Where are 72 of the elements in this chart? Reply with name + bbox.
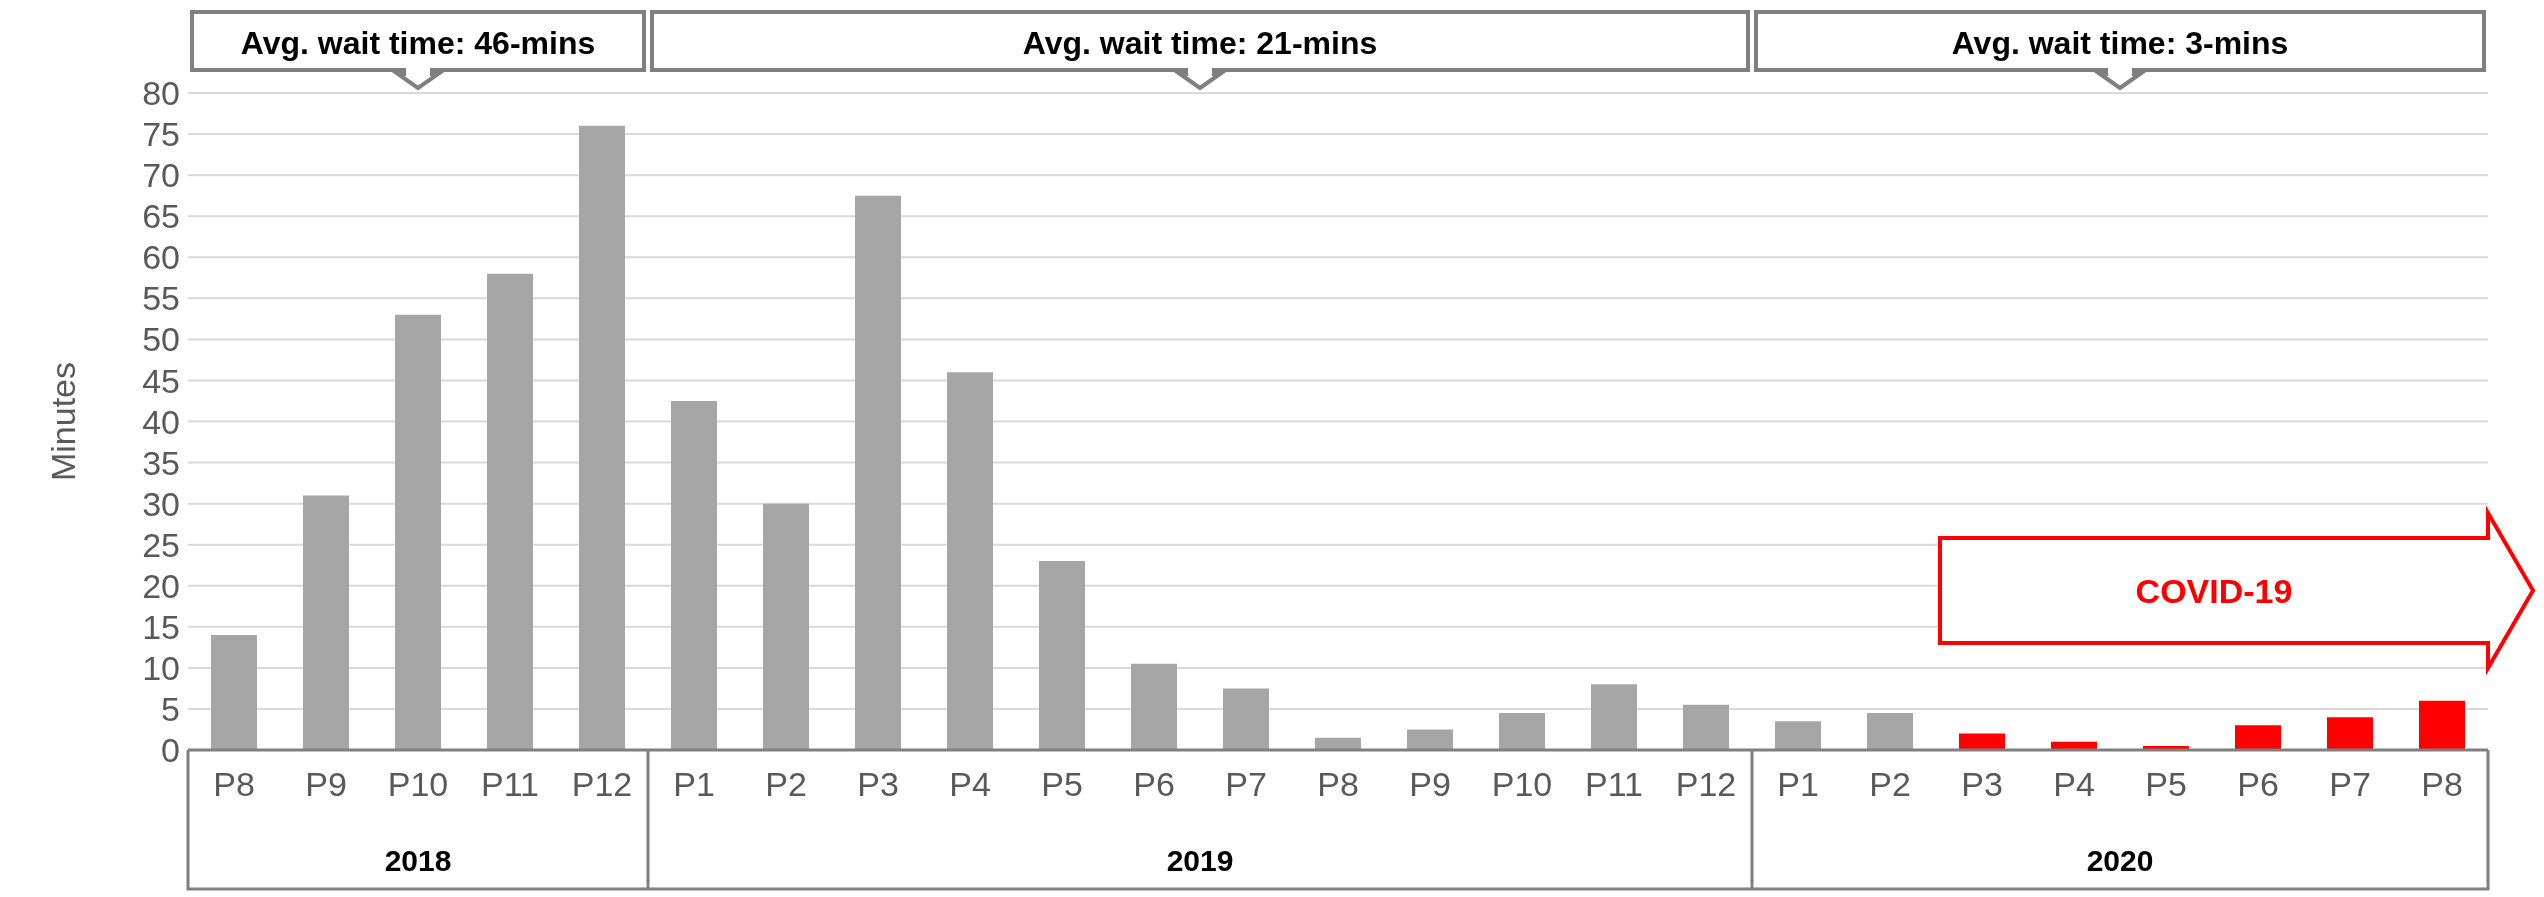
bar <box>1683 704 1729 750</box>
y-tick-label: 75 <box>142 115 180 154</box>
bar <box>763 503 809 750</box>
bar <box>487 273 533 750</box>
x-tick-label: P5 <box>2145 765 2187 804</box>
bar <box>1499 713 1545 750</box>
bar <box>1223 688 1269 750</box>
x-tick-label: P8 <box>1317 765 1359 804</box>
x-tick-label: P1 <box>1777 765 1819 804</box>
y-tick-label: 45 <box>142 361 180 400</box>
y-tick-label: 70 <box>142 156 180 195</box>
bar <box>1959 733 2005 750</box>
x-tick-label: P12 <box>571 765 633 804</box>
bar <box>1591 684 1637 750</box>
text: 2020 <box>2086 844 2154 877</box>
y-tick-label: 50 <box>142 320 180 359</box>
x-tick-label: P2 <box>1869 765 1911 804</box>
x-tick-label: P1 <box>673 765 715 804</box>
y-tick-label: 10 <box>142 648 180 687</box>
text: 2019 <box>1166 844 1234 877</box>
x-tick-label: P3 <box>857 765 899 804</box>
text: 2018 <box>384 844 452 877</box>
bar <box>1407 729 1453 750</box>
bar <box>2327 717 2373 750</box>
x-tick-label: P9 <box>1409 765 1451 804</box>
y-tick-label: 5 <box>161 690 180 729</box>
bar <box>671 400 717 750</box>
bar <box>855 195 901 750</box>
y-tick-label: 65 <box>142 197 180 236</box>
y-tick-label: 80 <box>142 74 180 113</box>
text: Avg. wait time: 21-mins <box>1022 25 1378 61</box>
y-tick-label: 0 <box>161 731 180 770</box>
x-tick-label: P6 <box>2237 765 2279 804</box>
x-tick-label: P5 <box>1041 765 1083 804</box>
bar <box>303 495 349 750</box>
bar <box>1131 663 1177 750</box>
x-tick-label: P11 <box>481 765 539 804</box>
bar <box>1039 561 1085 750</box>
x-tick-label: P10 <box>1491 765 1553 804</box>
bar <box>579 125 625 750</box>
annotation: COVID-19 <box>2135 571 2293 610</box>
x-tick-label: P6 <box>1133 765 1175 804</box>
x-tick-label: P10 <box>387 765 449 804</box>
y-tick-label: 55 <box>142 279 180 318</box>
x-tick-label: P9 <box>305 765 347 804</box>
y-tick-label: 15 <box>142 607 180 646</box>
x-tick-label: P4 <box>949 765 991 804</box>
y-tick-label: 40 <box>142 402 180 441</box>
x-tick-label: P3 <box>1961 765 2003 804</box>
y-tick-label: 25 <box>142 525 180 564</box>
bar <box>1775 721 1821 750</box>
y-tick-label: 20 <box>142 566 180 605</box>
x-tick-label: P11 <box>1585 765 1643 804</box>
y-tick-label: 60 <box>142 238 180 277</box>
text: Avg. wait time: 3-mins <box>1951 25 2289 61</box>
y-axis-title: Minutes <box>44 361 83 482</box>
x-tick-label: P8 <box>2421 765 2463 804</box>
x-tick-label: P4 <box>2053 765 2095 804</box>
bar <box>2235 725 2281 750</box>
bar <box>211 635 257 750</box>
x-tick-label: P12 <box>1675 765 1737 804</box>
x-tick-label: P2 <box>765 765 807 804</box>
x-tick-label: P7 <box>2329 765 2371 804</box>
y-tick-label: 30 <box>142 484 180 523</box>
text: Avg. wait time: 46-mins <box>240 25 596 61</box>
bar <box>2419 700 2465 750</box>
bar <box>1867 713 1913 750</box>
bar <box>395 314 441 750</box>
x-tick-label: P8 <box>213 765 255 804</box>
bar <box>947 372 993 750</box>
x-tick-label: P7 <box>1225 765 1267 804</box>
y-tick-label: 35 <box>142 443 180 482</box>
